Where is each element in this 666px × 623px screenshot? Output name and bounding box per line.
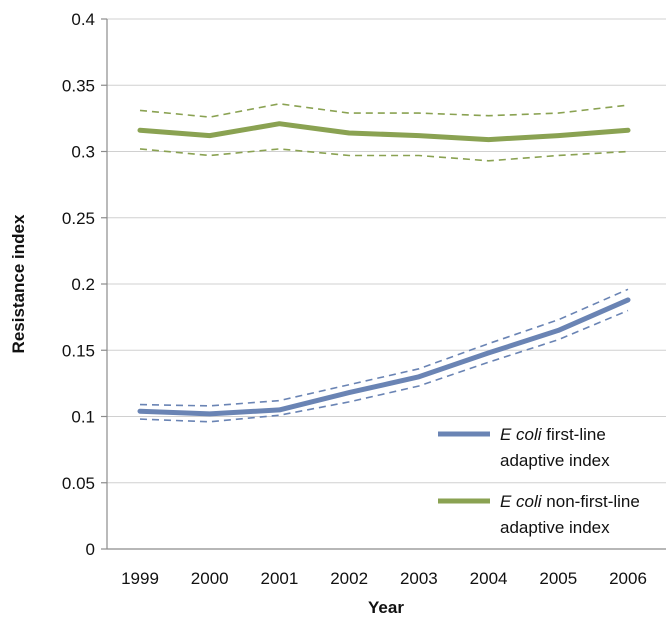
y-tick-label: 0.1 bbox=[71, 408, 95, 427]
y-tick-label: 0.25 bbox=[62, 209, 95, 228]
x-tick-label: 2003 bbox=[400, 569, 438, 588]
series-non-first-line-lower-bound bbox=[139, 148, 629, 162]
y-tick-label: 0.15 bbox=[62, 341, 95, 360]
legend-label-line2-first-line: adaptive index bbox=[500, 451, 610, 470]
legend: E coli first-line adaptive index E coli no… bbox=[438, 425, 640, 537]
y-tick-label: 0 bbox=[86, 540, 95, 559]
legend-label-first-line: E coli first-line bbox=[500, 425, 606, 444]
x-tick-labels: 1999 2000 2001 2002 2003 2004 2005 2006 bbox=[121, 569, 647, 588]
legend-label-line2-non-first-line: adaptive index bbox=[500, 518, 610, 537]
x-axis-title: Year bbox=[368, 598, 404, 617]
y-tick-label: 0.05 bbox=[62, 474, 95, 493]
x-tick-label: 2005 bbox=[539, 569, 577, 588]
y-axis-title: Resistance index bbox=[9, 214, 28, 353]
x-tick-label: 2002 bbox=[330, 569, 368, 588]
legend-label-italic: E coli bbox=[500, 492, 543, 511]
legend-label-rest: non-first-line bbox=[542, 492, 640, 511]
series-first-line-upper-bound bbox=[139, 288, 629, 407]
x-tick-label: 2001 bbox=[261, 569, 299, 588]
legend-label-non-first-line: E coli non-first-line bbox=[500, 492, 640, 511]
y-tick-label: 0.4 bbox=[71, 10, 95, 29]
x-tick-label: 2006 bbox=[609, 569, 647, 588]
series-first-line-line bbox=[137, 297, 631, 417]
y-tick-label: 0.3 bbox=[71, 143, 95, 162]
x-tick-label: 2004 bbox=[470, 569, 508, 588]
series-non-first-line-line bbox=[137, 121, 631, 143]
y-tick-labels: 0 0.05 0.1 0.15 0.2 0.25 0.3 0.35 0.4 bbox=[62, 10, 95, 559]
y-tick-label: 0.2 bbox=[71, 275, 95, 294]
series-first-line-lower-bound bbox=[139, 309, 629, 423]
x-tick-label: 2000 bbox=[191, 569, 229, 588]
gridlines bbox=[107, 18, 666, 484]
legend-label-italic: E coli bbox=[500, 425, 543, 444]
legend-label-rest: first-line bbox=[542, 425, 606, 444]
y-tick-label: 0.35 bbox=[62, 76, 95, 95]
axes bbox=[101, 18, 666, 550]
series-lines bbox=[137, 102, 631, 423]
series-non-first-line-upper-bound bbox=[139, 102, 629, 118]
x-tick-label: 1999 bbox=[121, 569, 159, 588]
